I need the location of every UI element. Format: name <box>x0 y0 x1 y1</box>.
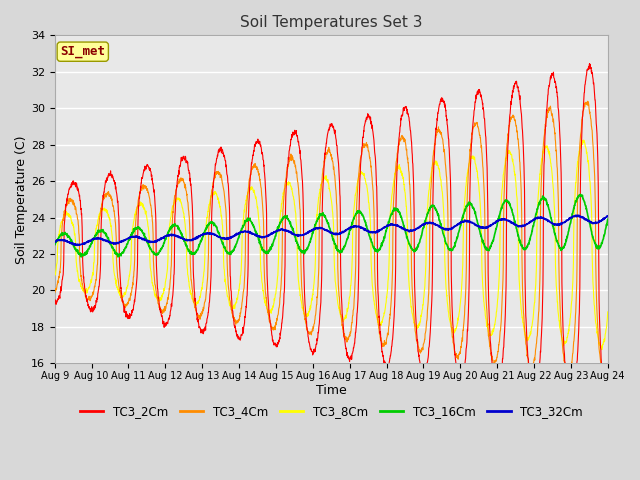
TC3_8Cm <box>580 137 588 143</box>
TC3_2Cm <box>555 113 563 119</box>
TC3_32Cm <box>571 214 579 219</box>
TC3_2Cm <box>205 304 212 310</box>
TC3_2Cm <box>570 388 578 394</box>
TC3_32Cm <box>575 212 582 218</box>
Legend: TC3_2Cm, TC3_4Cm, TC3_8Cm, TC3_16Cm, TC3_32Cm: TC3_2Cm, TC3_4Cm, TC3_8Cm, TC3_16Cm, TC3… <box>75 401 588 423</box>
TC3_2Cm <box>586 60 593 66</box>
TC3_16Cm <box>492 226 500 232</box>
Line: TC3_2Cm: TC3_2Cm <box>55 63 608 411</box>
TC3_8Cm <box>492 314 500 320</box>
TC3_2Cm <box>492 381 500 386</box>
TC3_4Cm <box>604 370 612 375</box>
TC3_8Cm <box>555 315 563 321</box>
TC3_8Cm <box>598 347 605 352</box>
TC3_16Cm <box>360 214 367 219</box>
TC3_8Cm <box>359 170 367 176</box>
TC3_8Cm <box>348 278 355 284</box>
X-axis label: Time: Time <box>316 384 347 397</box>
TC3_4Cm <box>359 144 367 150</box>
TC3_16Cm <box>577 192 584 197</box>
TC3_16Cm <box>348 224 355 229</box>
TC3_4Cm <box>555 258 563 264</box>
Text: SI_met: SI_met <box>60 45 106 58</box>
TC3_32Cm <box>348 225 355 230</box>
TC3_4Cm <box>570 335 578 341</box>
TC3_16Cm <box>604 216 612 222</box>
TC3_4Cm <box>205 221 212 227</box>
TC3_16Cm <box>556 243 563 249</box>
TC3_16Cm <box>571 203 579 208</box>
TC3_8Cm <box>205 203 212 208</box>
TC3_32Cm <box>492 218 500 224</box>
TC3_4Cm <box>492 357 500 363</box>
TC3_2Cm <box>359 135 367 141</box>
TC3_32Cm <box>205 231 213 237</box>
TC3_16Cm <box>77 254 85 260</box>
TC3_8Cm <box>51 273 59 279</box>
TC3_4Cm <box>602 378 609 384</box>
Title: Soil Temperatures Set 3: Soil Temperatures Set 3 <box>240 15 422 30</box>
Line: TC3_32Cm: TC3_32Cm <box>55 215 608 245</box>
Y-axis label: Soil Temperature (C): Soil Temperature (C) <box>15 135 28 264</box>
TC3_2Cm <box>348 355 355 360</box>
TC3_8Cm <box>604 309 612 315</box>
TC3_32Cm <box>360 226 367 232</box>
TC3_4Cm <box>348 327 355 333</box>
TC3_8Cm <box>570 209 578 215</box>
TC3_32Cm <box>51 239 59 245</box>
Line: TC3_4Cm: TC3_4Cm <box>55 101 608 381</box>
Line: TC3_16Cm: TC3_16Cm <box>55 194 608 257</box>
TC3_32Cm <box>74 242 81 248</box>
TC3_16Cm <box>205 220 213 226</box>
Line: TC3_8Cm: TC3_8Cm <box>55 140 608 349</box>
TC3_2Cm <box>51 298 59 303</box>
TC3_4Cm <box>51 290 59 296</box>
TC3_32Cm <box>556 222 563 228</box>
TC3_2Cm <box>604 408 612 414</box>
TC3_32Cm <box>604 213 612 219</box>
TC3_4Cm <box>584 98 591 104</box>
TC3_16Cm <box>51 242 59 248</box>
